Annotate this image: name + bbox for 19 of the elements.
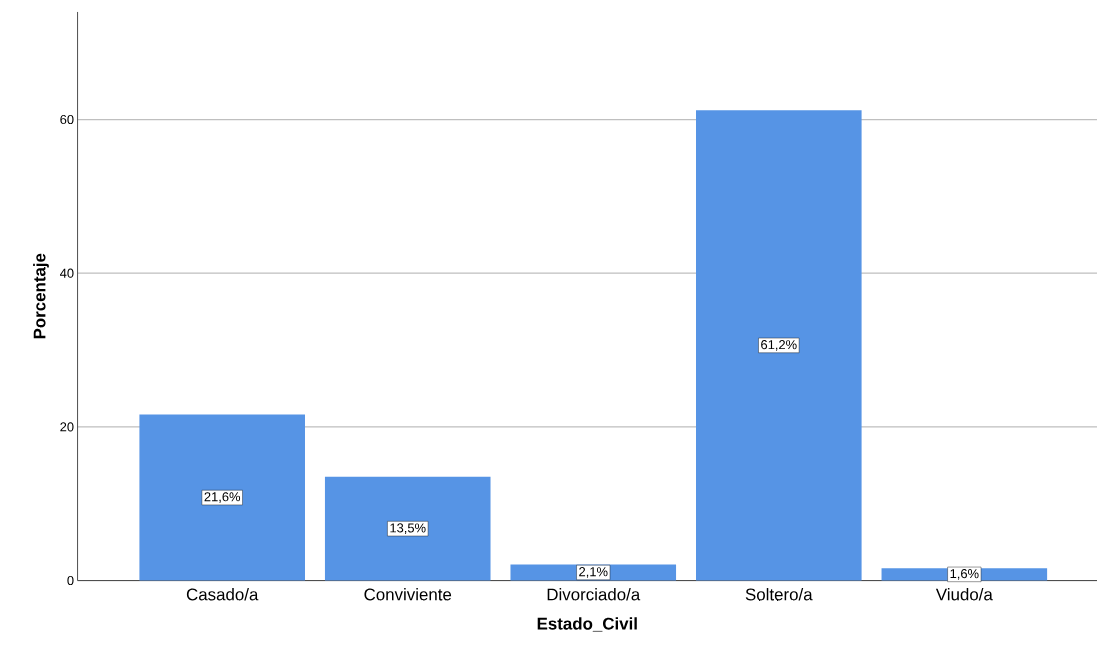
y-tick-label: 40: [59, 268, 74, 278]
y-axis-title: Porcentaje: [33, 253, 49, 339]
x-tick-label: Casado/a: [186, 587, 259, 601]
y-tick-label: 0: [67, 575, 74, 585]
x-tick-label: Soltero/a: [745, 587, 813, 601]
x-tick-label: Divorciado/a: [547, 587, 641, 601]
data-label: 21,6%: [204, 492, 241, 503]
y-tick-label: 60: [60, 114, 74, 124]
bar: [696, 110, 862, 581]
data-label: 2,1%: [579, 566, 608, 578]
x-tick-label: Conviviente: [364, 587, 452, 601]
data-label: 61,2%: [761, 339, 797, 351]
x-tick-label: Viudo/a: [935, 587, 993, 601]
y-tick-label: 20: [60, 422, 74, 432]
x-axis-title: Estado_Civil: [537, 617, 637, 632]
data-label: 13,5%: [390, 523, 426, 534]
bar: [324, 476, 491, 581]
data-label: 1,6%: [950, 568, 979, 580]
bar: [139, 414, 305, 581]
